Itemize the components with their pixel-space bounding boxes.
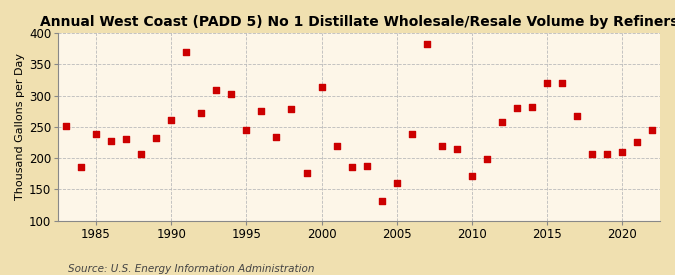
Point <box>211 88 221 92</box>
Point <box>482 156 493 161</box>
Point <box>512 106 522 110</box>
Title: Annual West Coast (PADD 5) No 1 Distillate Wholesale/Resale Volume by Refiners: Annual West Coast (PADD 5) No 1 Distilla… <box>40 15 675 29</box>
Point <box>196 111 207 115</box>
Point <box>452 147 462 151</box>
Point <box>377 199 387 204</box>
Point <box>286 107 297 112</box>
Point <box>466 174 477 178</box>
Point <box>497 120 508 125</box>
Point <box>61 124 72 128</box>
Point <box>241 128 252 132</box>
Point <box>121 137 132 142</box>
Point <box>647 128 658 132</box>
Point <box>136 152 146 156</box>
Point <box>632 140 643 144</box>
Point <box>406 132 417 137</box>
Point <box>572 113 583 118</box>
Point <box>181 50 192 54</box>
Point <box>421 42 432 46</box>
Point <box>557 81 568 85</box>
Point <box>90 132 101 137</box>
Point <box>617 150 628 154</box>
Point <box>526 104 537 109</box>
Point <box>76 165 86 169</box>
Point <box>361 164 372 168</box>
Point <box>151 136 161 140</box>
Point <box>166 118 177 122</box>
Point <box>105 138 116 143</box>
Point <box>602 152 613 157</box>
Point <box>587 152 598 156</box>
Point <box>392 180 402 185</box>
Point <box>316 85 327 90</box>
Point <box>256 109 267 113</box>
Point <box>346 165 357 169</box>
Point <box>226 92 237 96</box>
Text: Source: U.S. Energy Information Administration: Source: U.S. Energy Information Administ… <box>68 264 314 274</box>
Point <box>271 135 282 139</box>
Point <box>301 171 312 175</box>
Point <box>542 81 553 85</box>
Point <box>331 144 342 148</box>
Y-axis label: Thousand Gallons per Day: Thousand Gallons per Day <box>15 53 25 200</box>
Point <box>437 144 448 148</box>
